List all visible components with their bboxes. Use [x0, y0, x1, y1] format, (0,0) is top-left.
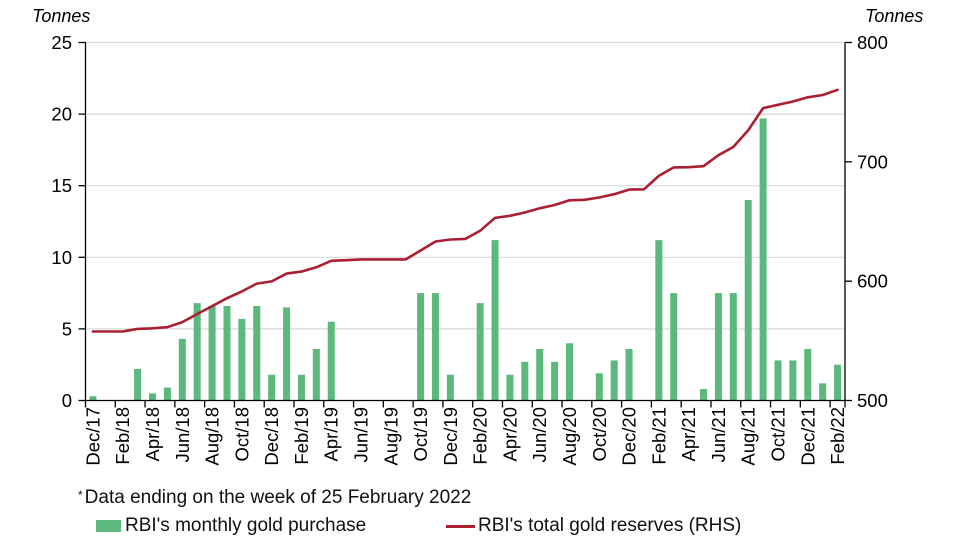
line-legend-swatch: [446, 524, 475, 528]
svg-text:Feb/18: Feb/18: [112, 407, 133, 465]
legend: RBI's monthly gold purchase RBI's total …: [0, 514, 962, 538]
svg-text:Apr/19: Apr/19: [321, 407, 342, 462]
svg-text:Oct/20: Oct/20: [589, 407, 610, 462]
bar-legend-swatch: [96, 520, 121, 532]
dual-axis-chart: Tonnes Tonnes 0 5 10 15 20 25 500 600 700 800 De…: [32, 6, 923, 466]
svg-text:5: 5: [62, 318, 72, 339]
right-axis-title: Tonnes: [865, 6, 923, 26]
svg-text:Oct/18: Oct/18: [231, 407, 252, 462]
svg-text:Aug/19: Aug/19: [380, 407, 401, 466]
footnote: * Data ending on the week of 25 February …: [78, 487, 471, 509]
bar-series: [89, 118, 842, 401]
gridlines: [85, 41, 845, 330]
svg-text:Jun/20: Jun/20: [529, 407, 550, 463]
svg-text:10: 10: [51, 247, 72, 268]
legend-item-line-series: RBI's total gold reserves (RHS): [446, 514, 741, 538]
svg-text:Feb/19: Feb/19: [291, 407, 312, 465]
left-axis-tick-labels: 0 5 10 15 20 25: [51, 32, 72, 411]
line-series: [91, 88, 839, 333]
svg-text:Dec/20: Dec/20: [619, 407, 640, 466]
svg-text:700: 700: [857, 151, 888, 172]
svg-text:Apr/18: Apr/18: [142, 407, 163, 462]
svg-text:Oct/19: Oct/19: [410, 407, 431, 462]
bar-legend-label: RBI's monthly gold purchase: [125, 515, 367, 536]
footnote-text: Data ending on the week of 25 February 2…: [84, 487, 472, 508]
svg-text:Dec/17: Dec/17: [82, 407, 103, 466]
svg-text:Aug/20: Aug/20: [559, 407, 580, 466]
svg-text:Apr/20: Apr/20: [499, 407, 520, 462]
svg-text:0: 0: [62, 390, 72, 411]
legend-item-bar-series: RBI's monthly gold purchase: [96, 514, 366, 538]
svg-text:800: 800: [857, 32, 888, 53]
x-axis-tick-labels: Dec/17 Feb/18 Apr/18 Jun/18 Aug/18 Oct/18 Dec/…: [82, 407, 848, 466]
svg-text:Apr/21: Apr/21: [678, 407, 699, 462]
svg-text:25: 25: [51, 32, 72, 53]
svg-text:500: 500: [857, 390, 888, 411]
svg-text:20: 20: [51, 104, 72, 125]
footnote-asterisk: *: [78, 488, 83, 502]
svg-text:Jun/18: Jun/18: [172, 407, 193, 463]
left-axis-title: Tonnes: [32, 6, 90, 26]
svg-text:Oct/21: Oct/21: [768, 407, 789, 462]
right-axis-tick-labels: 500 600 700 800: [857, 32, 888, 411]
svg-text:Jun/21: Jun/21: [708, 407, 729, 463]
svg-text:600: 600: [857, 271, 888, 292]
svg-text:Aug/21: Aug/21: [738, 407, 759, 466]
svg-text:Feb/22: Feb/22: [827, 407, 848, 465]
svg-text:15: 15: [51, 175, 72, 196]
svg-text:Dec/18: Dec/18: [261, 407, 282, 466]
axes: [78, 41, 852, 408]
svg-text:Feb/21: Feb/21: [648, 407, 669, 465]
svg-text:Aug/18: Aug/18: [202, 407, 223, 466]
line-legend-label: RBI's total gold reserves (RHS): [478, 515, 742, 536]
svg-text:Dec/19: Dec/19: [440, 407, 461, 466]
svg-text:Feb/20: Feb/20: [470, 407, 491, 465]
svg-text:Dec/21: Dec/21: [797, 407, 818, 466]
svg-text:Jun/19: Jun/19: [351, 407, 372, 463]
